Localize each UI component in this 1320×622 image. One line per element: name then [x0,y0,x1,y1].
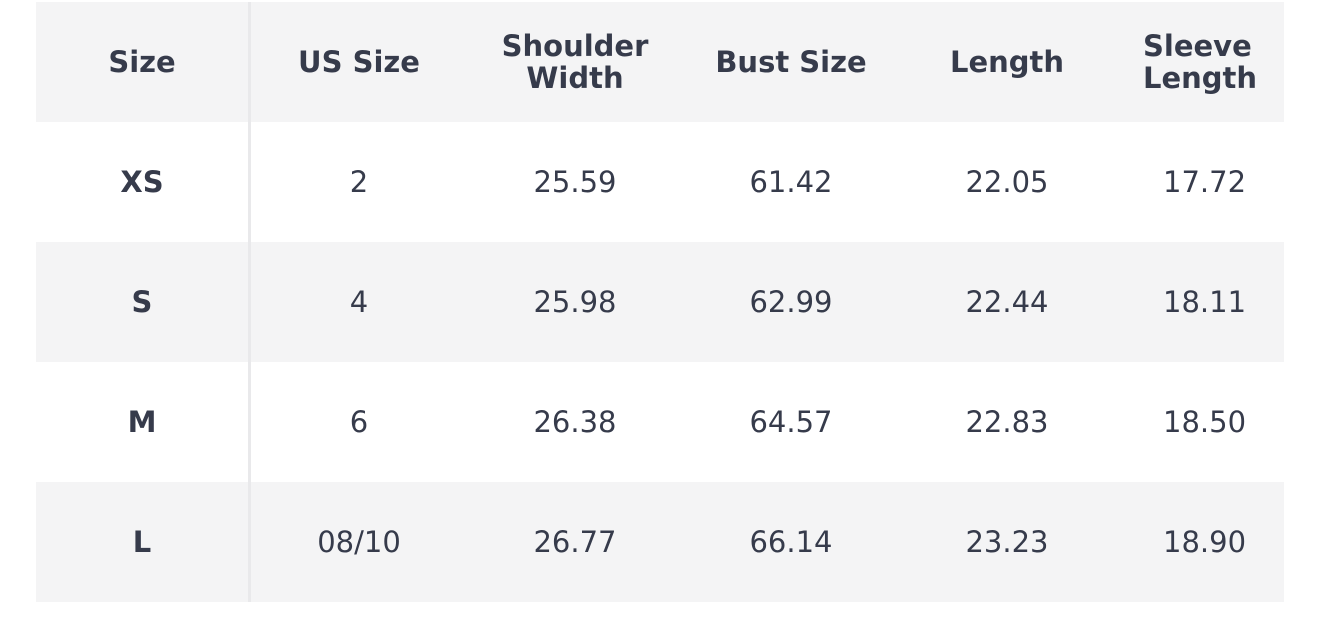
table-header-row: Size US Size Shoulder Width Bust Size Length… [36,2,1284,122]
table-cell: 26.77 [533,524,617,559]
header-cell: Length [949,44,1065,79]
table-cell: 66.14 [749,524,833,559]
table-cell: 25.98 [533,284,617,319]
table-cell: 23.23 [965,524,1049,559]
table-cell: 64.57 [749,404,833,439]
table-row: S 4 25.98 62.99 22.44 18.11 [36,242,1284,362]
table-cell: 25.59 [533,164,617,199]
table-cell: 08/10 [317,524,401,559]
header-cell: Bust Size [715,44,867,79]
table-cell: XS [36,122,251,242]
table-cell: 26.38 [533,404,617,439]
header-cell: Size [36,2,251,122]
table-row: M 6 26.38 64.57 22.83 18.50 [36,362,1284,482]
table-cell: 17.72 [1163,164,1247,199]
header-cell: US Size [298,44,420,79]
table-cell: S [36,242,251,362]
table-cell: 22.44 [965,284,1049,319]
table-cell: 6 [349,404,369,439]
size-chart-table: Size US Size Shoulder Width Bust Size Length… [36,2,1284,622]
header-cell: Sleeve Length [1143,28,1258,95]
table-cell: M [36,362,251,482]
table-cell: 18.11 [1163,284,1247,319]
table-cell: L [36,482,251,602]
header-cell: Shoulder Width [501,28,649,95]
table-cell: 22.05 [965,164,1049,199]
table-cell: 4 [349,284,369,319]
table-cell: 62.99 [749,284,833,319]
table-cell: 18.50 [1163,404,1247,439]
table-row: XS 2 25.59 61.42 22.05 17.72 [36,122,1284,242]
table-cell: 2 [349,164,369,199]
table-cell: 61.42 [749,164,833,199]
table-cell: 22.83 [965,404,1049,439]
table-cell: 18.90 [1163,524,1247,559]
table-row: L 08/10 26.77 66.14 23.23 18.90 [36,482,1284,602]
